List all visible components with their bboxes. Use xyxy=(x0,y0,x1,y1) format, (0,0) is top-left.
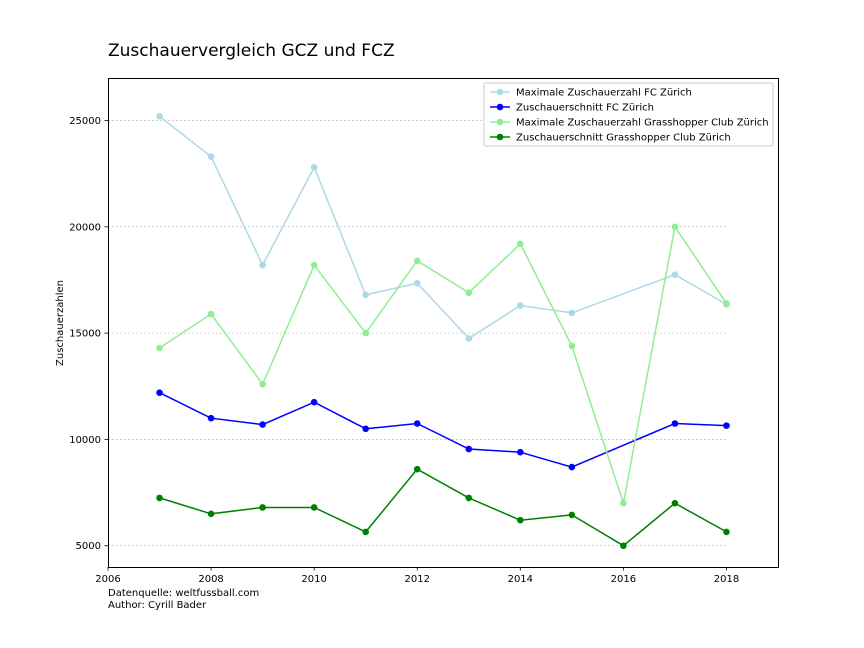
data-point xyxy=(156,112,163,120)
legend-label: Maximale Zuschauerzahl Grasshopper Club … xyxy=(516,118,769,129)
data-point xyxy=(568,342,576,350)
data-point xyxy=(671,223,679,231)
data-point xyxy=(362,425,369,433)
data-point xyxy=(517,302,524,309)
data-point xyxy=(413,257,421,265)
y-tick-label: 10000 xyxy=(69,435,101,446)
data-point xyxy=(517,448,524,456)
legend-label: Maximale Zuschauerzahl FC Zürich xyxy=(516,88,692,99)
legend-box xyxy=(483,82,774,147)
data-point xyxy=(413,420,421,427)
chart-title: Zuschauervergleich GCZ und FCZ xyxy=(108,41,395,61)
data-point xyxy=(207,153,215,160)
data-point xyxy=(207,414,215,422)
data-point xyxy=(465,335,473,342)
data-point xyxy=(259,380,266,388)
data-point xyxy=(620,499,627,507)
data-point xyxy=(723,422,730,429)
data-point xyxy=(568,463,576,471)
data-point xyxy=(156,389,163,396)
series-line xyxy=(159,224,728,504)
y-tick-label: 15000 xyxy=(69,329,101,340)
data-point xyxy=(723,528,730,536)
y-axis-label: Zuschauerzahlen xyxy=(55,280,66,366)
x-tick-label: 2008 xyxy=(198,574,223,585)
axis-layer: 2006 2008 2010 2012 2014 2016 2018 5000 10000 150… xyxy=(69,116,739,585)
y-tick-label: 25000 xyxy=(69,116,101,127)
footer-notes: Datenquelle: weltfussball.com Author: Cy… xyxy=(108,588,259,612)
data-point xyxy=(671,271,679,278)
legend-marker xyxy=(496,103,504,111)
data-point xyxy=(259,504,266,511)
data-point xyxy=(723,300,730,307)
data-point xyxy=(413,279,421,287)
data-point xyxy=(310,163,318,171)
series-line xyxy=(159,115,727,340)
author-note: Author: Cyrill Bader xyxy=(108,600,207,611)
data-point xyxy=(620,542,627,550)
data-point xyxy=(207,510,215,518)
legend: Maximale Zuschauerzahl FC Zürich Zuschaue… xyxy=(483,82,774,147)
data-point xyxy=(517,516,524,524)
data-point xyxy=(671,499,679,507)
plot-frame xyxy=(108,78,779,568)
data-point xyxy=(568,309,576,317)
data-point xyxy=(362,528,369,536)
y-tick-label: 5000 xyxy=(76,541,101,552)
series-line xyxy=(159,468,727,547)
legend-marker xyxy=(496,133,504,141)
data-point xyxy=(465,445,473,453)
data-point xyxy=(310,261,318,269)
data-point xyxy=(310,504,318,511)
data-point xyxy=(207,310,215,318)
data-point xyxy=(568,511,576,519)
data-point xyxy=(310,398,318,406)
grid-layer xyxy=(108,120,727,547)
y-tick-label: 20000 xyxy=(69,222,101,233)
x-tick-label: 2018 xyxy=(714,574,739,585)
series-layer xyxy=(156,112,730,550)
x-tick-label: 2014 xyxy=(508,574,533,585)
data-point xyxy=(259,421,266,428)
legend-marker xyxy=(496,88,504,96)
x-tick-label: 2006 xyxy=(95,574,120,585)
data-source-note: Datenquelle: weltfussball.com xyxy=(108,588,260,599)
data-point xyxy=(362,329,369,337)
data-point xyxy=(156,344,163,352)
data-point xyxy=(465,289,473,297)
data-point xyxy=(259,261,266,269)
data-point xyxy=(517,240,524,248)
data-point xyxy=(413,465,421,473)
legend-label: Zuschauerschnitt FC Zürich xyxy=(516,103,654,114)
data-point xyxy=(465,494,473,502)
x-tick-label: 2012 xyxy=(405,574,430,585)
x-tick-label: 2010 xyxy=(301,574,326,585)
x-tick-label: 2016 xyxy=(611,574,636,585)
legend-marker xyxy=(496,118,504,126)
data-point xyxy=(671,420,679,427)
legend-label: Zuschauerschnitt Grasshopper Club Zürich xyxy=(516,133,731,144)
data-point xyxy=(156,494,163,502)
data-point xyxy=(362,291,369,299)
